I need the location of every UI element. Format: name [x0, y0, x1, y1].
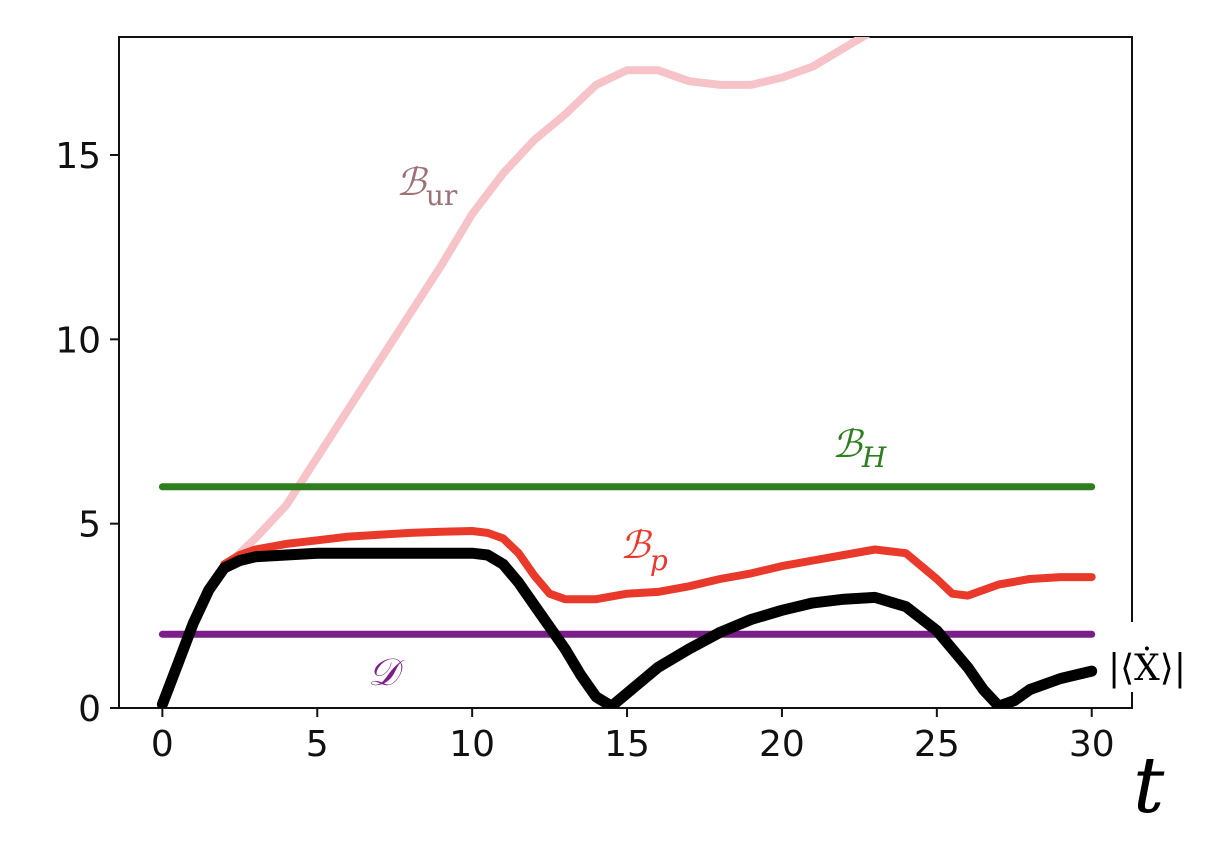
y-axis-ticks: 0 5 10 15 [55, 136, 119, 730]
x-tick-label: 25 [914, 724, 960, 765]
series-labels: ℬur ℬH ℬp 𝒟 |⟨Ẋ⟩| [368, 160, 1224, 694]
y-tick-label: 5 [78, 505, 101, 546]
side-label-background [1104, 622, 1224, 692]
series-label-b-p: ℬp [620, 523, 668, 577]
series-label-x-dot: |⟨Ẋ⟩| [1108, 647, 1186, 689]
x-tick-label: 10 [449, 724, 495, 765]
x-axis-ticks: 0 5 10 15 20 25 30 [151, 708, 1115, 765]
x-tick-label: 15 [604, 724, 650, 765]
y-tick-label: 15 [55, 136, 101, 177]
x-tick-label: 5 [306, 724, 329, 765]
series-line-x-dot [156, 547, 1098, 708]
series-layer [156, 37, 1098, 708]
series-line-b-p [220, 527, 1096, 604]
series-label-b-h: ℬH [832, 422, 887, 474]
plot-frame [118, 36, 1133, 709]
x-tick-label: 20 [759, 724, 805, 765]
y-tick-label: 10 [55, 320, 101, 361]
series-label-d: 𝒟 [368, 650, 405, 694]
x-tick-label: 30 [1069, 724, 1115, 765]
series-label-b-ur: ℬur [396, 160, 458, 212]
y-tick-label: 0 [78, 689, 101, 730]
x-axis-title: t [1133, 741, 1165, 831]
x-tick-label: 0 [151, 724, 174, 765]
